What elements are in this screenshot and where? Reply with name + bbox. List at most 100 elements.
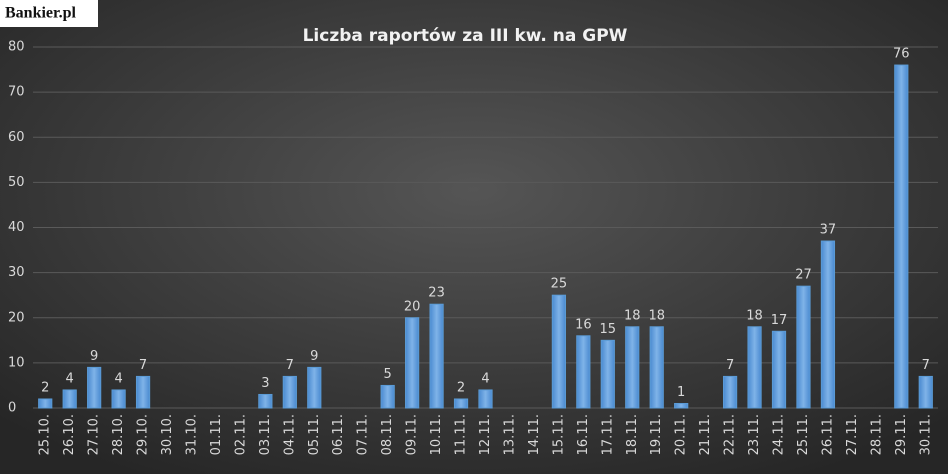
x-tick-label: 05.11. <box>307 414 322 455</box>
data-label: 4 <box>66 371 74 386</box>
x-tick-label: 01.11. <box>209 414 224 455</box>
x-tick-label: 29.11. <box>894 414 909 455</box>
x-tick-label: 24.11. <box>772 414 787 455</box>
bar <box>649 326 664 409</box>
data-label: 1 <box>677 385 685 400</box>
bar <box>600 339 615 409</box>
data-label: 4 <box>481 371 489 386</box>
bar <box>258 393 273 409</box>
bar <box>722 375 738 409</box>
bar <box>771 330 787 409</box>
y-tick-label: 70 <box>8 85 25 100</box>
x-tick-label: 07.11. <box>356 414 371 455</box>
x-tick-label: 17.11. <box>600 414 615 455</box>
data-label: 20 <box>404 299 421 314</box>
x-tick-label: 27.11. <box>845 414 860 455</box>
y-tick-label: 30 <box>8 265 25 280</box>
data-label: 27 <box>795 268 812 283</box>
x-tick-label: 23.11. <box>747 414 762 455</box>
data-label: 2 <box>41 380 49 395</box>
x-tick-label: 26.10. <box>62 414 77 455</box>
data-label: 9 <box>90 349 98 364</box>
bar <box>111 389 126 409</box>
x-tick-label: 09.11. <box>405 414 420 455</box>
data-label: 18 <box>746 308 763 323</box>
x-tick-label: 28.11. <box>869 414 884 455</box>
x-tick-label: 10.11. <box>429 414 444 455</box>
bar <box>405 317 420 409</box>
y-tick-label: 60 <box>8 130 25 145</box>
x-tick-label: 02.11. <box>233 414 248 455</box>
bar <box>551 294 566 409</box>
logo: Bankier.pl <box>5 5 77 22</box>
bar <box>62 389 77 409</box>
bar <box>282 375 297 409</box>
data-label: 4 <box>114 371 122 386</box>
logo-box <box>0 0 98 27</box>
x-tick-label: 21.11. <box>698 414 713 455</box>
x-tick-label: 18.11. <box>625 414 640 455</box>
bar <box>380 384 395 409</box>
data-label: 18 <box>648 308 665 323</box>
bar <box>429 303 444 409</box>
data-label: 17 <box>771 313 788 328</box>
bar <box>918 375 933 409</box>
bar <box>478 389 493 409</box>
bar <box>625 326 640 409</box>
x-tick-label: 12.11. <box>478 414 493 455</box>
data-label: 7 <box>286 358 294 373</box>
x-tick-label: 19.11. <box>649 414 664 455</box>
x-tick-label: 26.11. <box>820 414 835 455</box>
data-label: 76 <box>893 47 910 62</box>
bar <box>87 366 102 409</box>
x-tick-label: 06.11. <box>331 414 346 455</box>
x-tick-label: 15.11. <box>551 414 566 455</box>
data-label: 25 <box>551 277 568 292</box>
bar <box>894 64 909 409</box>
y-tick-label: 10 <box>8 355 25 370</box>
data-label: 7 <box>922 358 930 373</box>
y-tick-label: 50 <box>8 175 25 190</box>
bar <box>307 366 322 409</box>
data-label: 16 <box>575 317 592 332</box>
x-tick-label: 30.10. <box>160 414 175 455</box>
data-label: 2 <box>457 380 465 395</box>
x-tick-label: 22.11. <box>723 414 738 455</box>
y-tick-label: 40 <box>8 220 25 235</box>
x-tick-label: 03.11. <box>258 414 273 455</box>
bar <box>747 326 762 409</box>
data-label: 23 <box>428 286 445 301</box>
data-label: 9 <box>310 349 318 364</box>
data-label: 15 <box>600 322 617 337</box>
y-tick-label: 0 <box>8 401 16 416</box>
x-tick-label: 04.11. <box>282 414 297 455</box>
bar <box>674 402 689 409</box>
bar <box>453 398 469 409</box>
x-tick-label: 13.11. <box>502 414 517 455</box>
data-label: 3 <box>261 376 269 391</box>
data-label: 37 <box>820 223 837 238</box>
data-label: 18 <box>624 308 641 323</box>
x-tick-label: 25.11. <box>796 414 811 455</box>
x-tick-label: 31.10. <box>184 414 199 455</box>
bar <box>135 375 151 409</box>
x-tick-label: 25.10. <box>38 414 53 455</box>
x-tick-label: 08.11. <box>380 414 395 455</box>
x-tick-label: 28.10. <box>111 414 126 455</box>
bar <box>820 240 836 409</box>
data-label: 7 <box>139 358 147 373</box>
chart-title: Liczba raportów za III kw. na GPW <box>303 26 628 46</box>
x-tick-label: 30.11. <box>918 414 933 455</box>
x-tick-label: 20.11. <box>674 414 689 455</box>
y-tick-label: 20 <box>8 310 25 325</box>
bar <box>38 398 53 409</box>
x-tick-label: 11.11. <box>454 414 469 455</box>
data-label: 5 <box>384 367 392 382</box>
y-tick-label: 80 <box>8 40 25 55</box>
bar <box>796 285 811 409</box>
x-tick-label: 29.10. <box>136 414 151 455</box>
x-tick-label: 27.10. <box>87 414 102 455</box>
x-tick-label: 16.11. <box>576 414 591 455</box>
